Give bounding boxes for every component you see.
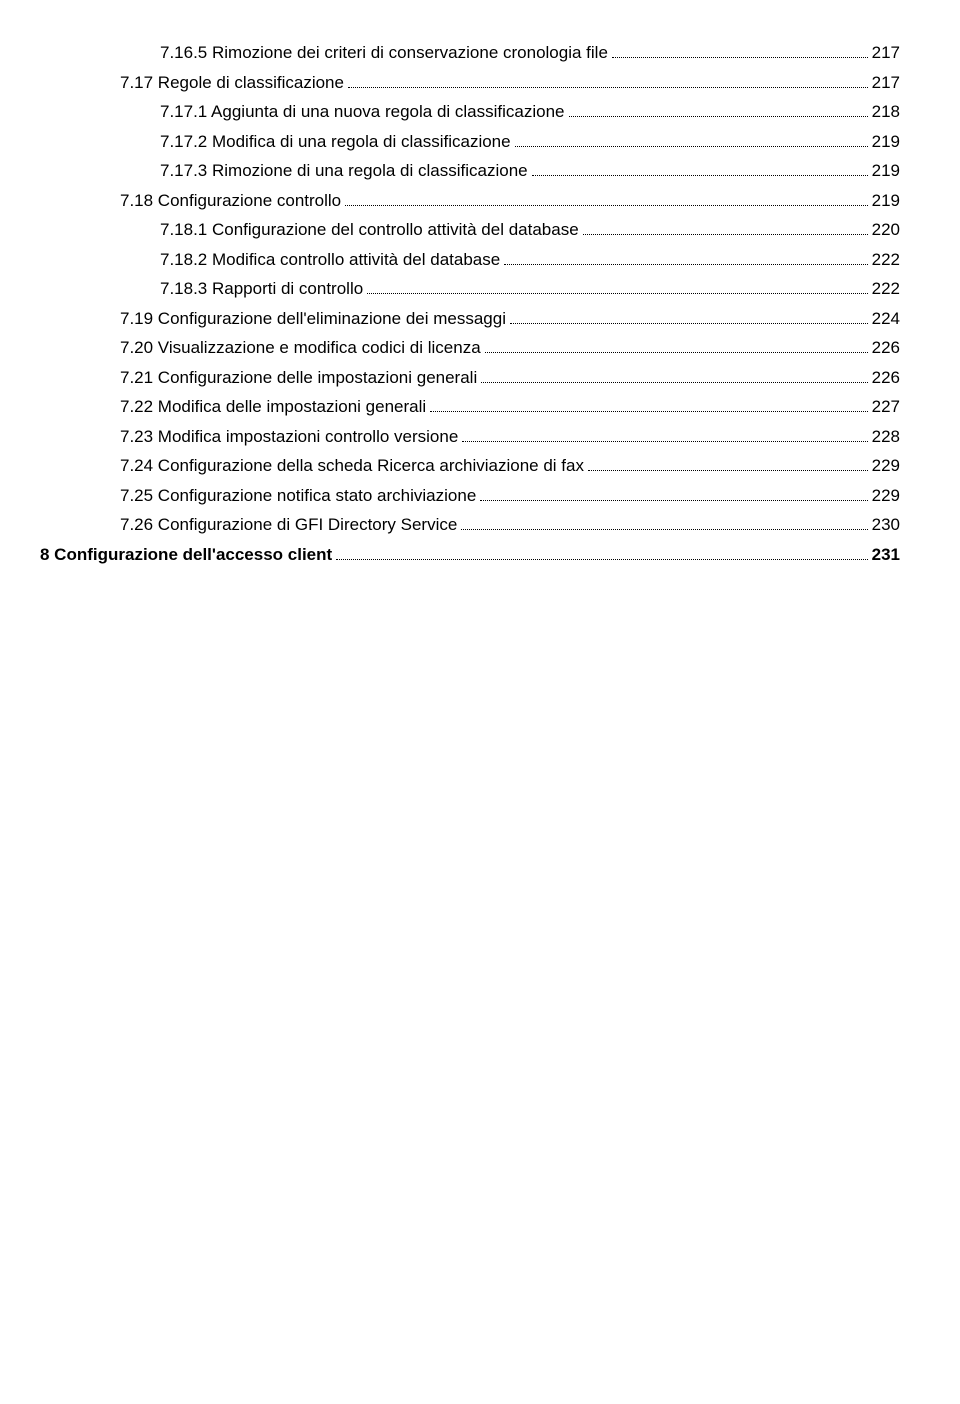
toc-page: 219 xyxy=(872,158,900,184)
toc-label: 7.17.2 Modifica di una regola di classif… xyxy=(160,129,511,155)
toc-page: 227 xyxy=(872,394,900,420)
toc-entry: 7.17.1 Aggiunta di una nuova regola di c… xyxy=(40,99,900,125)
toc-entry: 7.21 Configurazione delle impostazioni g… xyxy=(40,365,900,391)
toc-label: 7.22 Modifica delle impostazioni general… xyxy=(120,394,426,420)
toc-dots xyxy=(345,205,867,206)
toc-label: 7.17 Regole di classificazione xyxy=(120,70,344,96)
toc-page: 218 xyxy=(872,99,900,125)
toc-page: 230 xyxy=(872,512,900,538)
toc-entry: 7.16.5 Rimozione dei criteri di conserva… xyxy=(40,40,900,66)
toc-dots xyxy=(504,264,867,265)
toc-label: 7.18.3 Rapporti di controllo xyxy=(160,276,363,302)
toc-dots xyxy=(348,87,868,88)
toc-page: 229 xyxy=(872,483,900,509)
toc-entry: 7.26 Configurazione di GFI Directory Ser… xyxy=(40,512,900,538)
toc-dots xyxy=(485,352,868,353)
toc-page: 219 xyxy=(872,129,900,155)
toc-entry: 7.18.1 Configurazione del controllo atti… xyxy=(40,217,900,243)
toc-page: 229 xyxy=(872,453,900,479)
toc-page: 220 xyxy=(872,217,900,243)
toc-entry: 7.25 Configurazione notifica stato archi… xyxy=(40,483,900,509)
toc-page: 222 xyxy=(872,276,900,302)
toc-label: 7.17.1 Aggiunta di una nuova regola di c… xyxy=(160,99,565,125)
toc-label: 7.18.1 Configurazione del controllo atti… xyxy=(160,217,579,243)
toc-page: 222 xyxy=(872,247,900,273)
toc-label: 7.16.5 Rimozione dei criteri di conserva… xyxy=(160,40,608,66)
toc-entry: 7.19 Configurazione dell'eliminazione de… xyxy=(40,306,900,332)
toc-dots xyxy=(612,57,868,58)
toc-label: 7.18 Configurazione controllo xyxy=(120,188,341,214)
toc-entry: 7.17.2 Modifica di una regola di classif… xyxy=(40,129,900,155)
toc-page: 219 xyxy=(872,188,900,214)
toc-dots xyxy=(569,116,868,117)
toc-entry: 7.20 Visualizzazione e modifica codici d… xyxy=(40,335,900,361)
toc-dots xyxy=(336,559,867,560)
toc-label: 8 Configurazione dell'accesso client xyxy=(40,542,332,568)
toc-dots xyxy=(430,411,867,412)
toc-dots xyxy=(367,293,867,294)
toc-label: 7.26 Configurazione di GFI Directory Ser… xyxy=(120,512,457,538)
toc-dots xyxy=(481,382,867,383)
toc-entry: 7.18.3 Rapporti di controllo 222 xyxy=(40,276,900,302)
toc-label: 7.19 Configurazione dell'eliminazione de… xyxy=(120,306,506,332)
toc-dots xyxy=(462,441,867,442)
toc-label: 7.25 Configurazione notifica stato archi… xyxy=(120,483,476,509)
toc-page: 226 xyxy=(872,365,900,391)
toc-label: 7.17.3 Rimozione di una regola di classi… xyxy=(160,158,528,184)
toc-entry: 8 Configurazione dell'accesso client 231 xyxy=(40,542,900,568)
toc-page: 228 xyxy=(872,424,900,450)
toc-container: 7.16.5 Rimozione dei criteri di conserva… xyxy=(40,40,900,567)
toc-label: 7.20 Visualizzazione e modifica codici d… xyxy=(120,335,481,361)
toc-entry: 7.17.3 Rimozione di una regola di classi… xyxy=(40,158,900,184)
toc-page: 226 xyxy=(872,335,900,361)
toc-entry: 7.18 Configurazione controllo 219 xyxy=(40,188,900,214)
toc-entry: 7.18.2 Modifica controllo attività del d… xyxy=(40,247,900,273)
toc-label: 7.23 Modifica impostazioni controllo ver… xyxy=(120,424,458,450)
toc-label: 7.24 Configurazione della scheda Ricerca… xyxy=(120,453,584,479)
toc-dots xyxy=(480,500,867,501)
toc-label: 7.21 Configurazione delle impostazioni g… xyxy=(120,365,477,391)
toc-dots xyxy=(461,529,867,530)
toc-dots xyxy=(532,175,868,176)
toc-dots xyxy=(510,323,868,324)
toc-page: 231 xyxy=(872,542,900,568)
toc-entry: 7.24 Configurazione della scheda Ricerca… xyxy=(40,453,900,479)
toc-label: 7.18.2 Modifica controllo attività del d… xyxy=(160,247,500,273)
toc-page: 217 xyxy=(872,70,900,96)
toc-dots xyxy=(583,234,868,235)
toc-entry: 7.22 Modifica delle impostazioni general… xyxy=(40,394,900,420)
toc-page: 217 xyxy=(872,40,900,66)
toc-entry: 7.23 Modifica impostazioni controllo ver… xyxy=(40,424,900,450)
toc-entry: 7.17 Regole di classificazione 217 xyxy=(40,70,900,96)
toc-dots xyxy=(588,470,868,471)
toc-page: 224 xyxy=(872,306,900,332)
toc-dots xyxy=(515,146,868,147)
